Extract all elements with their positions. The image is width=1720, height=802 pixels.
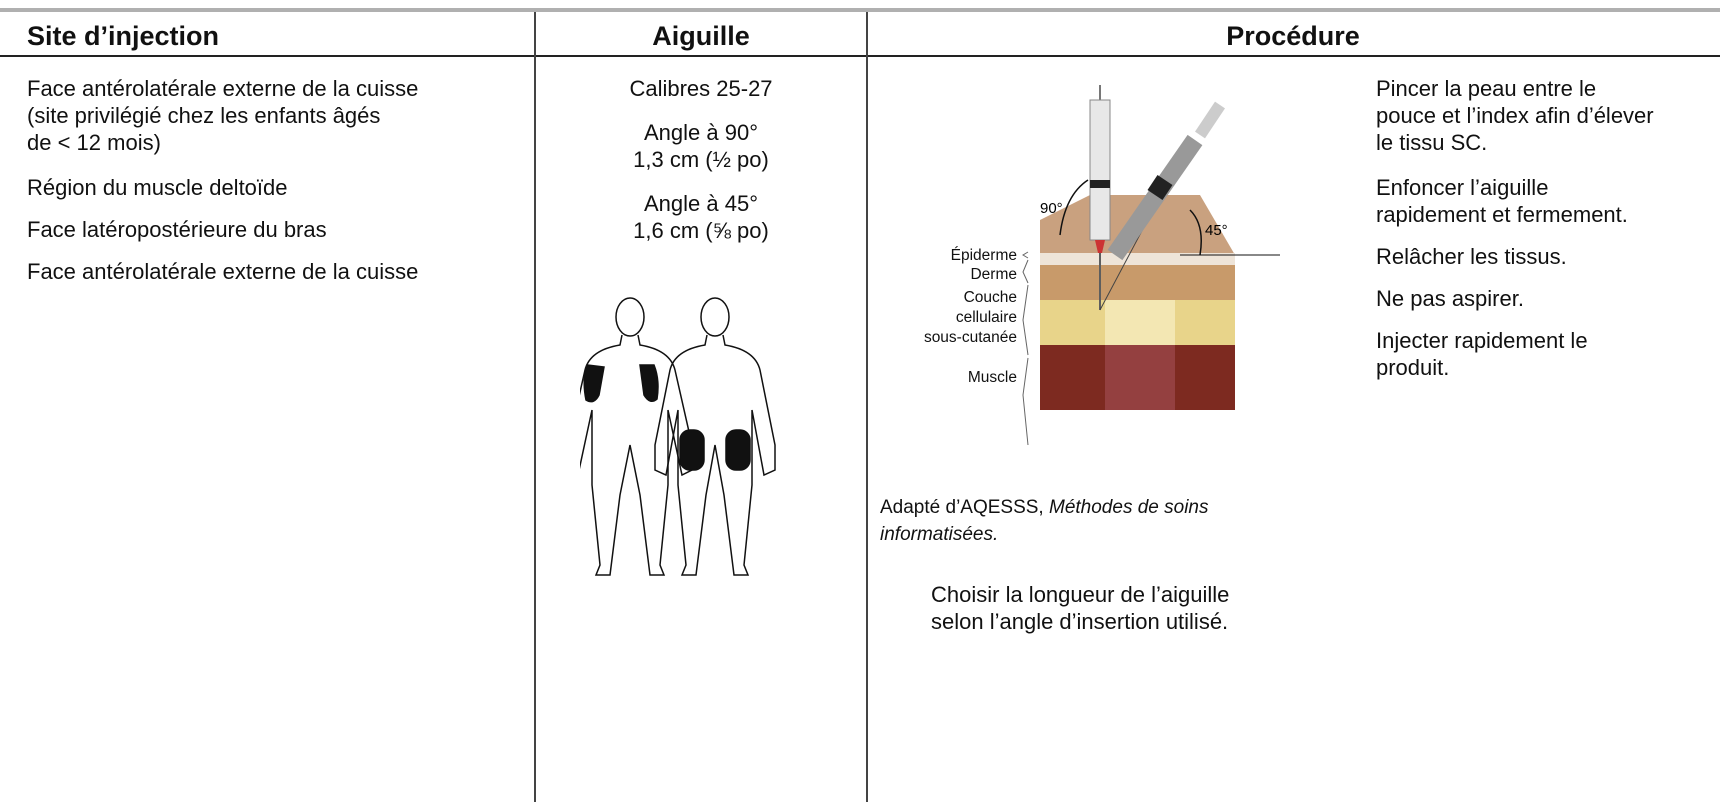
top-bar: [0, 8, 1720, 12]
credit-source: Méthodes de soins informatisées.: [880, 497, 1209, 545]
step: Pincer la peau entre le: [1376, 76, 1597, 101]
layer-label: Derme: [970, 266, 1017, 283]
step: Enfoncer l’aiguille: [1376, 175, 1549, 200]
step: rapidement et fermement.: [1376, 202, 1628, 227]
layer-label: sous-cutanée: [923, 329, 1017, 346]
needle-length: 1,3 cm (½ po): [633, 147, 769, 172]
angle-label: 45°: [1205, 222, 1228, 239]
note: Choisir la longueur de l’aiguille: [931, 582, 1230, 607]
credit-text: Adapté d’AQESSS,: [880, 497, 1049, 518]
column-header: Procédure: [1226, 21, 1360, 51]
step: Ne pas aspirer.: [1376, 286, 1524, 311]
needle-length: 1,6 cm (⅝ po): [633, 218, 769, 243]
step: pouce et l’index afin d’élever: [1376, 103, 1654, 128]
site-text: Face antérolatérale externe de la cuisse: [27, 76, 419, 101]
step: Injecter rapidement le: [1376, 328, 1588, 353]
column-rule: [534, 12, 536, 802]
needle-gauge: Calibres 25-27: [629, 76, 773, 101]
step: Relâcher les tissus.: [1376, 244, 1567, 269]
note: selon l’angle d’insertion utilisé.: [931, 609, 1229, 634]
step: le tissu SC.: [1376, 130, 1488, 155]
layer-brackets: [1022, 251, 1029, 446]
site-text: Face latéropostérieure du bras: [27, 217, 327, 242]
site-text: Région du muscle deltoïde: [27, 175, 288, 200]
site-text: Face antérolatérale externe de la cuisse: [27, 259, 419, 284]
credit: Adapté d’AQESSS, Méthodes de soins infor…: [880, 494, 1300, 548]
column-header: Aiguille: [652, 21, 750, 51]
angle-label: 90°: [1040, 200, 1063, 217]
header-rule: [0, 55, 1720, 57]
step: produit.: [1376, 355, 1450, 380]
needle-angle: Angle à 45°: [644, 191, 758, 216]
needle-angle: Angle à 90°: [644, 120, 758, 145]
layer-label: Couche: [963, 289, 1017, 306]
body-figures: [580, 297, 776, 576]
column-rule: [866, 12, 868, 802]
layer-label: Muscle: [967, 369, 1017, 386]
layer-label: Épiderme: [950, 247, 1017, 264]
layer-label: cellulaire: [955, 309, 1017, 326]
injection-diagram: 90° 45°: [1040, 85, 1280, 410]
site-text: de < 12 mois): [27, 130, 161, 155]
column-header: Site d’injection: [27, 21, 220, 51]
site-text: (site privilégié chez les enfants âgés: [27, 103, 381, 128]
